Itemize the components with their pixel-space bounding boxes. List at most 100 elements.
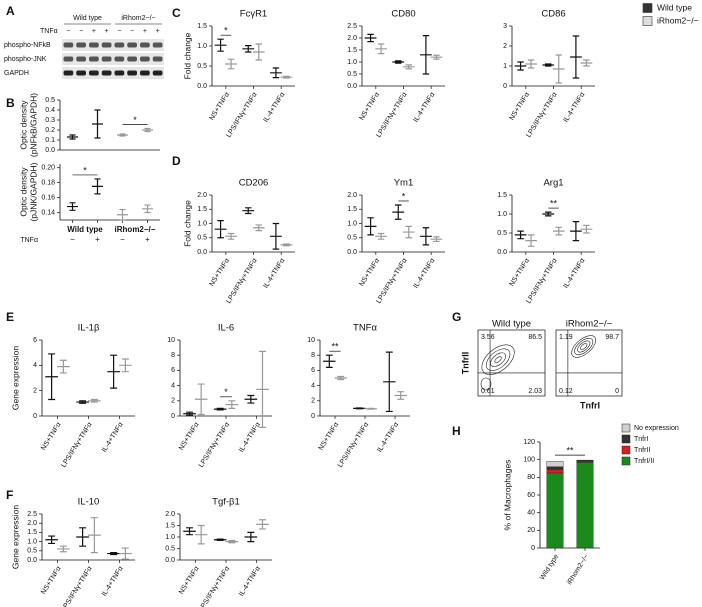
y-tick-label: 0.0 bbox=[347, 83, 357, 90]
y-tick-label: 6 bbox=[171, 367, 175, 374]
y-tick-label: 2.0 bbox=[165, 511, 175, 518]
error-bar bbox=[552, 226, 565, 236]
y-tick-label: 2.0 bbox=[197, 192, 207, 199]
y-tick-label: 8 bbox=[171, 352, 175, 359]
lane-label: + bbox=[92, 28, 96, 35]
y-axis-label: (pNFkB/GAPDH) bbox=[28, 93, 38, 157]
y-tick-label: 1.5 bbox=[165, 522, 175, 529]
y-axis-label: Optic density bbox=[18, 100, 28, 150]
y-axis-label: Gene expression bbox=[10, 505, 20, 570]
error-bar bbox=[76, 400, 89, 404]
row-label: phospho-JNK bbox=[4, 56, 47, 63]
bar-segment bbox=[576, 462, 594, 549]
y-tick-label: 2.0 bbox=[27, 520, 37, 527]
y-tick-label: 0.5 bbox=[27, 548, 37, 555]
quadrant-value: 1.19 bbox=[559, 334, 573, 341]
y-tick-label: 4 bbox=[311, 382, 315, 389]
error-bar bbox=[552, 54, 565, 84]
significance-label: * bbox=[402, 191, 406, 201]
error-bar bbox=[117, 133, 128, 137]
legend-swatch bbox=[621, 456, 631, 466]
legend-swatch bbox=[621, 434, 631, 444]
error-bar bbox=[183, 527, 196, 536]
error-bar bbox=[88, 398, 101, 403]
blot-band bbox=[127, 42, 137, 48]
error-bar bbox=[420, 227, 432, 246]
error-bar bbox=[107, 552, 120, 556]
y-tick-label: 0.5 bbox=[347, 235, 357, 242]
error-bar bbox=[67, 134, 78, 140]
panel-letter: B bbox=[6, 96, 15, 110]
blot-band bbox=[76, 70, 86, 76]
bar-segment bbox=[546, 466, 564, 470]
error-bar bbox=[242, 45, 255, 53]
error-bar bbox=[194, 524, 208, 545]
y-tick-label: 1.5 bbox=[347, 206, 357, 213]
error-bar bbox=[225, 232, 237, 240]
flow-ylabel: TnfrII bbox=[460, 352, 470, 375]
blot-band bbox=[140, 70, 150, 76]
y-tick-label: 1.0 bbox=[347, 59, 357, 66]
y-tick-label: 1.0 bbox=[165, 534, 175, 541]
group-label: iRhom2−/− bbox=[121, 15, 155, 22]
error-bar bbox=[225, 539, 239, 544]
error-bar bbox=[117, 208, 128, 221]
significance-label: * bbox=[224, 26, 228, 36]
error-bar bbox=[364, 407, 377, 410]
y-tick-label: 0 bbox=[311, 413, 315, 420]
blot-strip bbox=[62, 53, 164, 65]
error-bar bbox=[514, 230, 527, 240]
group-label: Wild type bbox=[67, 225, 103, 234]
y-tick-label: 4 bbox=[33, 362, 37, 369]
blot-strip bbox=[62, 39, 164, 51]
error-bar bbox=[375, 43, 387, 55]
error-bar bbox=[364, 217, 377, 236]
error-bar bbox=[270, 222, 282, 250]
y-tick-label: 1.0 bbox=[497, 211, 507, 218]
y-tick-label: 0.0 bbox=[497, 249, 507, 256]
contour bbox=[494, 356, 502, 363]
y-tick-label: 0.3 bbox=[45, 117, 55, 124]
significance-label: ** bbox=[550, 198, 558, 208]
lane-label: − bbox=[130, 28, 134, 35]
group-label: Wild type bbox=[73, 15, 102, 22]
error-bar bbox=[57, 359, 70, 374]
error-bar bbox=[270, 67, 282, 79]
y-axis-label: Gene expression bbox=[10, 346, 20, 411]
y-tick-label: 2 bbox=[311, 398, 315, 405]
panel-letter: F bbox=[6, 488, 13, 502]
contour bbox=[580, 343, 588, 350]
y-tick-label: 2.5 bbox=[347, 23, 357, 30]
error-bar bbox=[542, 63, 555, 67]
error-bar bbox=[402, 225, 415, 239]
quadrant-value: 3.56 bbox=[481, 334, 495, 341]
y-tick-label: 2 bbox=[33, 388, 37, 395]
y-tick-label: 1.5 bbox=[197, 23, 207, 30]
legend-swatch bbox=[621, 423, 631, 433]
blot-band bbox=[140, 42, 150, 48]
blot-band bbox=[76, 56, 86, 62]
blot-band bbox=[101, 56, 112, 62]
blot-band bbox=[152, 70, 163, 76]
error-bar bbox=[107, 354, 120, 389]
significance-label: ** bbox=[331, 342, 339, 352]
y-tick-label: 0.14 bbox=[41, 209, 55, 216]
y-tick-label: 0.2 bbox=[45, 127, 55, 134]
error-bar bbox=[213, 407, 227, 411]
error-bar bbox=[394, 391, 407, 400]
error-bar bbox=[514, 61, 527, 71]
quadrant-value: 2.03 bbox=[528, 388, 542, 395]
legend-label: iRhom2−/− bbox=[657, 15, 699, 25]
error-bar bbox=[256, 519, 269, 530]
panel-letter: D bbox=[172, 154, 181, 168]
lane-label: − bbox=[79, 28, 83, 35]
chart-title: TNFα bbox=[353, 323, 377, 334]
lane-label: − bbox=[117, 28, 121, 35]
legend-label: TnfrI/II bbox=[634, 458, 654, 465]
blot-band bbox=[127, 56, 137, 62]
error-bar bbox=[430, 236, 443, 243]
contour bbox=[480, 377, 492, 391]
y-tick-label: 8 bbox=[311, 352, 315, 359]
